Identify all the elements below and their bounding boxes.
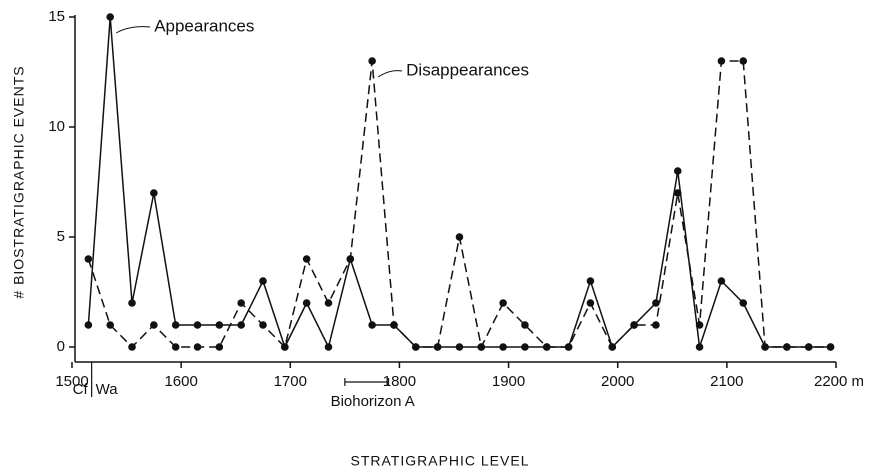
leader-line bbox=[377, 70, 403, 78]
x-tick-label: 1800 bbox=[383, 373, 416, 390]
series-label: Appearances bbox=[154, 16, 254, 35]
series-point bbox=[477, 343, 486, 351]
y-tick-label: 10 bbox=[48, 118, 65, 135]
series-point bbox=[761, 343, 769, 351]
series-point bbox=[412, 343, 420, 351]
series-point bbox=[193, 343, 202, 351]
series-point bbox=[433, 343, 442, 351]
x-tick-label: 1700 bbox=[274, 373, 307, 390]
series-point bbox=[390, 321, 398, 329]
series-point bbox=[586, 299, 595, 307]
x-tick-label: 1500 bbox=[55, 373, 88, 390]
leader-line bbox=[115, 26, 151, 34]
series-point bbox=[826, 343, 835, 351]
series-point bbox=[215, 321, 224, 329]
series-point bbox=[783, 343, 791, 351]
series-point bbox=[84, 255, 93, 263]
series-point bbox=[84, 321, 93, 329]
y-axis-label: # BIOSTRATIGRAPHIC EVENTS bbox=[11, 65, 27, 298]
series-point bbox=[302, 255, 311, 263]
series-point bbox=[455, 233, 464, 241]
series-point bbox=[215, 343, 224, 351]
series-point bbox=[521, 321, 529, 329]
series-point bbox=[346, 255, 355, 263]
series-point bbox=[324, 299, 333, 307]
series-point bbox=[259, 321, 267, 329]
series-point bbox=[695, 343, 704, 351]
series-point bbox=[237, 321, 245, 329]
boundary-label: Wa bbox=[96, 381, 119, 398]
series-point bbox=[499, 299, 507, 307]
series-point bbox=[281, 343, 289, 351]
series-point bbox=[106, 321, 114, 329]
x-tick-label: 2000 bbox=[601, 373, 634, 390]
y-tick-label: 5 bbox=[57, 228, 65, 245]
x-tick-label: 1900 bbox=[492, 373, 525, 390]
boundary-label: Cf bbox=[73, 381, 89, 398]
x-tick-label: 2200 m bbox=[814, 373, 864, 390]
series-point bbox=[695, 321, 704, 329]
x-tick-label: 1600 bbox=[164, 373, 197, 390]
series-point bbox=[739, 57, 748, 65]
x-axis-label: STRATIGRAPHIC LEVEL bbox=[350, 453, 529, 469]
series-point bbox=[150, 189, 158, 197]
x-tick-label: 2100 bbox=[710, 373, 743, 390]
series-point bbox=[237, 299, 245, 307]
series-point bbox=[455, 343, 464, 351]
y-tick-label: 0 bbox=[57, 338, 65, 355]
y-tick-label: 15 bbox=[48, 8, 65, 25]
series-point bbox=[368, 57, 376, 65]
series-point bbox=[106, 13, 114, 21]
series-point bbox=[542, 343, 551, 351]
series-point bbox=[652, 321, 660, 329]
series-point bbox=[171, 343, 180, 351]
series-point bbox=[324, 343, 333, 351]
series-point bbox=[717, 277, 726, 285]
series-point bbox=[717, 57, 726, 65]
series-point bbox=[673, 167, 682, 175]
series-point bbox=[608, 343, 617, 351]
biohorizon-label: Biohorizon A bbox=[331, 393, 415, 410]
series-point bbox=[128, 299, 136, 307]
series-point bbox=[564, 343, 573, 351]
series-point bbox=[499, 343, 507, 351]
series-point bbox=[673, 189, 682, 197]
series-point bbox=[652, 299, 660, 307]
series-point bbox=[302, 299, 311, 307]
series-point bbox=[128, 343, 136, 351]
series-point bbox=[739, 299, 748, 307]
series-point bbox=[193, 321, 202, 329]
series-line bbox=[87, 60, 831, 350]
series-label: Disappearances bbox=[406, 60, 529, 79]
series-point bbox=[521, 343, 529, 351]
series-point bbox=[586, 277, 595, 285]
series-point bbox=[171, 321, 180, 329]
series-point bbox=[259, 277, 267, 285]
series-point bbox=[368, 321, 376, 329]
series-point bbox=[150, 321, 158, 329]
series-point bbox=[630, 321, 638, 329]
series-point bbox=[804, 343, 813, 351]
